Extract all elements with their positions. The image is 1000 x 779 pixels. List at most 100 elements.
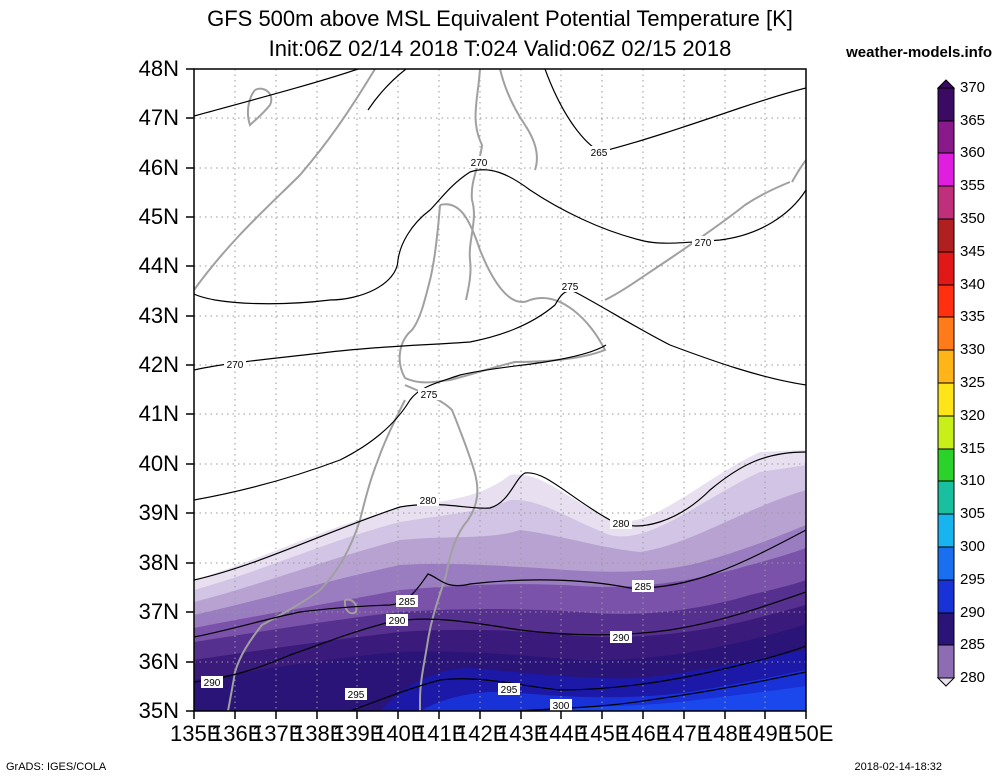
- contour-label: 290: [610, 631, 632, 644]
- contour-label: 270: [468, 156, 490, 169]
- colorbar-swatch: [937, 284, 955, 318]
- svg-text:295: 295: [501, 685, 518, 696]
- colorbar-swatch: [937, 612, 955, 646]
- contour-label: 285: [632, 580, 654, 593]
- band-300: [520, 686, 806, 711]
- contour-label: 275: [418, 388, 440, 401]
- colorbar-label: 315: [960, 440, 986, 457]
- theta-e-contours: [194, 69, 806, 711]
- contour-270-north: [194, 69, 806, 305]
- colorbar-label: 330: [960, 341, 986, 358]
- map-title: GFS 500m above MSL Equivalent Potential …: [207, 6, 793, 31]
- colorbar-label: 370: [960, 79, 986, 96]
- svg-text:265: 265: [591, 148, 608, 159]
- colorbar-swatch: [937, 448, 955, 482]
- contour-label: 295: [498, 683, 520, 696]
- svg-text:275: 275: [562, 282, 579, 293]
- colorbar: [936, 79, 956, 687]
- lat-tick-label: 44N: [138, 253, 179, 278]
- colorbar-top-arrow: [936, 79, 956, 89]
- contour-label: 290: [386, 614, 408, 627]
- contour-280: [194, 451, 806, 581]
- colorbar-label: 280: [960, 669, 986, 686]
- lon-tick-label: 139E: [333, 721, 385, 746]
- lon-tick-label: 145E: [578, 721, 630, 746]
- coast-hokkaido: [398, 203, 607, 384]
- map-subtitle: Init:06Z 02/14 2018 T:024 Valid:06Z 02/1…: [268, 36, 732, 61]
- software-credit: GrADS: IGES/COLA: [6, 761, 107, 773]
- lat-tick-label: 41N: [138, 401, 179, 426]
- lon-tick-label: 138E: [293, 721, 345, 746]
- lon-tick-label: 135E: [170, 721, 222, 746]
- contour-265: [544, 69, 806, 153]
- coast-honshu: [227, 384, 479, 711]
- colorbar-label: 325: [960, 374, 986, 391]
- colorbar-swatch: [937, 644, 955, 679]
- lat-tick-label: 48N: [138, 56, 179, 81]
- colorbar-swatch: [937, 251, 955, 286]
- contour-label: 280: [417, 494, 439, 507]
- contour-270-south: [194, 290, 806, 386]
- colorbar-label: 300: [960, 538, 986, 555]
- colorbar-swatch: [937, 120, 955, 154]
- brand-label: weather-models.info: [846, 44, 992, 61]
- contour-295: [349, 645, 806, 711]
- svg-text:285: 285: [635, 582, 652, 593]
- lon-tick-label: 150E: [782, 721, 834, 746]
- contour-label: 280: [610, 517, 632, 530]
- contour-label: 270: [692, 236, 714, 249]
- lat-tick-label: 45N: [138, 204, 179, 229]
- colorbar-bottom-arrow: [936, 677, 956, 687]
- contour-290: [194, 591, 806, 683]
- colorbar-swatch: [937, 87, 955, 122]
- lon-tick-label: 147E: [660, 721, 712, 746]
- lon-tick-label: 146E: [619, 721, 671, 746]
- svg-text:295: 295: [348, 690, 365, 701]
- lat-tick-label: 39N: [138, 500, 179, 525]
- colorbar-swatch: [937, 185, 955, 220]
- svg-text:270: 270: [227, 360, 244, 371]
- lon-tick-label: 140E: [374, 721, 426, 746]
- lat-tick-label: 37N: [138, 599, 179, 624]
- lon-tick-label: 148E: [701, 721, 753, 746]
- colorbar-swatch: [937, 513, 955, 548]
- colorbar-swatch: [937, 579, 955, 614]
- svg-text:275: 275: [421, 390, 438, 401]
- lon-tick-label: 137E: [252, 721, 304, 746]
- colorbar-label: 295: [960, 571, 986, 588]
- svg-text:270: 270: [471, 158, 488, 169]
- contour-label: 290: [201, 676, 223, 689]
- svg-text:290: 290: [204, 678, 221, 689]
- colorbar-label: 310: [960, 472, 986, 489]
- contour-285: [194, 529, 806, 638]
- svg-text:280: 280: [420, 496, 437, 507]
- colorbar-label: 285: [960, 636, 986, 653]
- colorbar-swatch: [937, 382, 955, 417]
- colorbar-swatch: [937, 546, 955, 581]
- lat-tick-label: 43N: [138, 303, 179, 328]
- colorbar-swatch: [937, 316, 955, 351]
- generated-timestamp: 2018-02-14-18:32: [854, 761, 942, 773]
- svg-text:290: 290: [613, 633, 630, 644]
- lat-tick-label: 36N: [138, 649, 179, 674]
- contour-label: 300: [550, 699, 572, 712]
- svg-text:285: 285: [399, 597, 416, 608]
- lon-tick-label: 136E: [211, 721, 263, 746]
- colorbar-swatch: [937, 415, 955, 450]
- colorbar-label: 305: [960, 505, 986, 522]
- colorbar-swatch: [937, 218, 955, 253]
- coast-asia-mainland: [194, 69, 376, 291]
- coast-rishiri: [246, 87, 273, 127]
- colorbar-label: 290: [960, 604, 986, 621]
- lat-tick-label: 47N: [138, 105, 179, 130]
- contour-label: 265: [588, 146, 610, 159]
- colorbar-label: 365: [960, 112, 986, 129]
- lon-tick-label: 142E: [456, 721, 508, 746]
- lon-tick-label: 141E: [415, 721, 467, 746]
- colorbar-swatch: [937, 152, 955, 187]
- svg-text:270: 270: [695, 238, 712, 249]
- colorbar-label: 345: [960, 243, 986, 260]
- colorbar-label: 340: [960, 276, 986, 293]
- axis-ticks: [186, 68, 807, 719]
